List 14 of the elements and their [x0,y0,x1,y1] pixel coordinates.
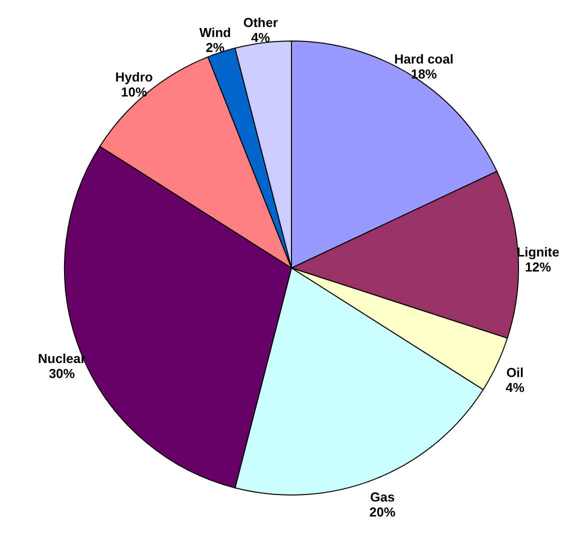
data-label: 30% [48,366,76,381]
data-label: 18% [410,66,438,82]
data-label: 20% [369,504,396,520]
data-label: 12% [524,259,552,274]
slice-label: Gas [370,490,395,505]
slice-label: Hard coal [394,51,454,66]
data-label: 10% [121,84,148,100]
slice-label: Hydro [115,70,153,85]
data-label: 4% [251,30,270,45]
slice-label: Wind [199,25,232,40]
data-label: 2% [206,40,226,56]
slice-label: Other [243,14,278,30]
data-label: 4% [506,380,525,396]
slice-label: Oil [506,365,524,380]
